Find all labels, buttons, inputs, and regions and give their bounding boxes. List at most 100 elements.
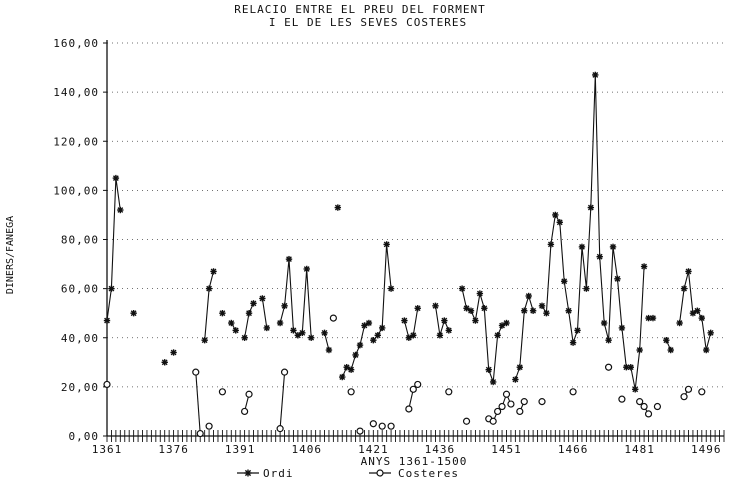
legend-label-costeres: Costeres: [398, 467, 459, 480]
data-point-costeres: [103, 380, 111, 389]
data-point-ordi: [347, 366, 355, 373]
data-point-ordi: [516, 364, 524, 371]
x-axis-label: ANYS 1361-1500: [361, 455, 468, 468]
data-point-ordi: [707, 329, 714, 337]
data-point-ordi: [476, 290, 484, 297]
data-point-ordi: [170, 349, 177, 356]
data-point-ordi: [547, 241, 555, 248]
data-point-ordi: [525, 292, 532, 300]
data-point-costeres: [489, 417, 497, 425]
data-point-ordi: [458, 285, 466, 292]
data-point-ordi: [494, 332, 501, 339]
data-point-ordi: [219, 309, 226, 317]
x-tick-label: 1361: [92, 443, 123, 456]
data-point-ordi: [161, 359, 168, 366]
y-tick-label: 160,00: [53, 37, 99, 50]
data-point-costeres: [347, 388, 355, 396]
data-point-ordi: [596, 253, 603, 260]
data-point-ordi: [636, 346, 643, 354]
x-tick-label: 1466: [558, 443, 589, 456]
data-point-ordi: [383, 241, 390, 248]
data-point-ordi: [498, 322, 506, 329]
data-point-ordi: [614, 275, 621, 282]
data-point-costeres: [356, 427, 364, 435]
data-point-ordi: [640, 263, 648, 270]
x-tick-label: 1406: [291, 443, 322, 456]
data-point-ordi: [685, 268, 692, 275]
data-point-costeres: [241, 407, 249, 416]
data-point-costeres: [196, 429, 204, 438]
data-point-costeres: [498, 402, 506, 411]
data-point-ordi: [201, 337, 208, 344]
data-point-ordi: [521, 307, 528, 314]
data-point-costeres: [618, 395, 626, 403]
data-point-ordi: [441, 317, 448, 324]
data-point-ordi: [529, 307, 537, 314]
data-point-ordi: [321, 329, 328, 337]
data-point-costeres: [636, 398, 644, 406]
legend-label-ordi: Ordi: [263, 467, 294, 480]
data-point-ordi: [694, 307, 701, 314]
data-point-costeres: [245, 390, 253, 398]
data-point-costeres: [653, 402, 662, 411]
x-tick-label: 1391: [225, 443, 256, 456]
data-point-costeres: [329, 314, 337, 322]
chart-title: RELACIO ENTRE EL PREU DEL FORMENT: [234, 3, 486, 16]
data-point-ordi: [663, 337, 670, 344]
data-point-costeres: [462, 417, 471, 425]
series-line-ordi: [106, 177, 121, 321]
x-tick-label: 1376: [158, 443, 189, 456]
data-point-costeres: [494, 407, 502, 416]
series-costeres: [103, 314, 706, 438]
data-point-costeres: [409, 385, 417, 393]
data-point-ordi: [276, 319, 284, 327]
data-point-ordi: [436, 332, 444, 339]
data-point-ordi: [698, 314, 706, 322]
series-line-ordi: [323, 332, 330, 351]
series-line-ordi: [204, 271, 215, 341]
data-point-ordi: [485, 366, 492, 373]
data-point-ordi: [343, 364, 350, 371]
x-tick-label: 1496: [691, 443, 722, 456]
data-point-ordi: [503, 319, 510, 327]
data-point-costeres: [276, 425, 284, 433]
data-point-ordi: [379, 324, 386, 332]
legend: Ordi Costeres: [237, 467, 459, 480]
y-tick-label: 0,00: [69, 430, 100, 443]
data-point-costeres: [538, 398, 546, 406]
data-point-ordi: [410, 332, 417, 339]
data-point-ordi: [103, 317, 111, 324]
data-point-costeres: [569, 388, 577, 396]
data-point-ordi: [543, 309, 550, 317]
data-point-costeres: [684, 385, 693, 393]
data-point-ordi: [609, 243, 617, 251]
data-point-costeres: [218, 388, 227, 396]
data-point-ordi: [299, 329, 306, 337]
series-line-costeres: [195, 372, 201, 434]
data-point-ordi: [605, 337, 612, 344]
series-line-ordi: [434, 305, 450, 336]
data-point-ordi: [512, 376, 519, 383]
data-point-ordi: [583, 285, 590, 292]
legend-marker-costeres: [369, 469, 391, 477]
legend-marker-ordi: [237, 469, 259, 477]
data-point-ordi: [241, 334, 248, 341]
y-tick-label: 140,00: [53, 86, 99, 99]
data-point-ordi: [649, 314, 657, 322]
data-point-ordi: [325, 346, 333, 354]
series-layer: [103, 71, 714, 438]
x-tick-labels: 1361 1376 1391 1406 1421 1436 1451 1466 1481 1496: [92, 443, 722, 456]
data-point-ordi: [285, 255, 293, 263]
y-tick-label: 80,00: [61, 234, 99, 247]
data-point-costeres: [644, 410, 653, 418]
data-point-ordi: [445, 327, 452, 334]
data-point-costeres: [502, 390, 511, 398]
y-tick-label: 60,00: [61, 283, 99, 296]
series-line-ordi: [244, 303, 254, 338]
data-point-ordi: [365, 319, 373, 327]
data-point-ordi: [245, 309, 253, 317]
axes: [103, 40, 725, 442]
data-point-costeres: [520, 398, 528, 406]
data-point-ordi: [232, 327, 239, 334]
